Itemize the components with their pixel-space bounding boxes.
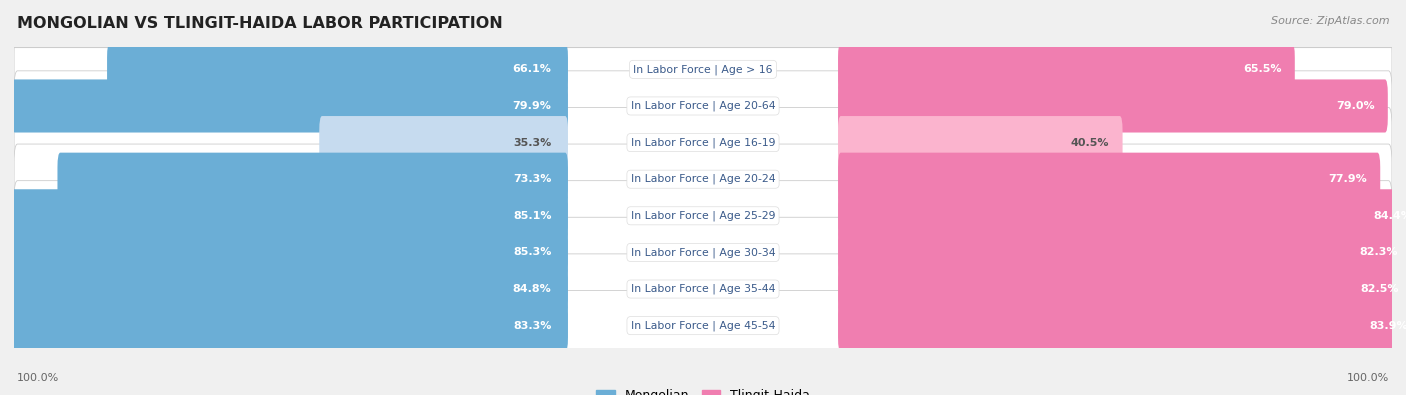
FancyBboxPatch shape: [14, 254, 1392, 324]
Text: 83.3%: 83.3%: [513, 321, 551, 331]
Text: In Labor Force | Age 25-29: In Labor Force | Age 25-29: [631, 211, 775, 221]
Text: In Labor Force | Age 30-34: In Labor Force | Age 30-34: [631, 247, 775, 258]
FancyBboxPatch shape: [0, 299, 568, 352]
Text: 85.1%: 85.1%: [513, 211, 551, 221]
Text: 79.9%: 79.9%: [513, 101, 551, 111]
Text: 84.8%: 84.8%: [513, 284, 551, 294]
FancyBboxPatch shape: [58, 152, 568, 206]
Text: In Labor Force | Age 20-64: In Labor Force | Age 20-64: [631, 101, 775, 111]
FancyBboxPatch shape: [838, 43, 1295, 96]
Text: 77.9%: 77.9%: [1329, 174, 1367, 184]
Text: 82.3%: 82.3%: [1360, 247, 1398, 258]
FancyBboxPatch shape: [838, 79, 1388, 132]
FancyBboxPatch shape: [14, 181, 1392, 251]
FancyBboxPatch shape: [14, 217, 1392, 288]
Text: 82.5%: 82.5%: [1361, 284, 1399, 294]
Text: 73.3%: 73.3%: [513, 174, 551, 184]
Text: 79.0%: 79.0%: [1336, 101, 1375, 111]
Text: In Labor Force | Age > 16: In Labor Force | Age > 16: [633, 64, 773, 75]
FancyBboxPatch shape: [0, 263, 568, 316]
Text: 100.0%: 100.0%: [17, 373, 59, 383]
Text: 84.4%: 84.4%: [1374, 211, 1406, 221]
FancyBboxPatch shape: [838, 226, 1406, 279]
Text: 100.0%: 100.0%: [1347, 373, 1389, 383]
FancyBboxPatch shape: [14, 144, 1392, 214]
FancyBboxPatch shape: [0, 226, 568, 279]
FancyBboxPatch shape: [13, 79, 568, 132]
FancyBboxPatch shape: [838, 189, 1406, 243]
FancyBboxPatch shape: [838, 152, 1381, 206]
FancyBboxPatch shape: [838, 299, 1406, 352]
FancyBboxPatch shape: [14, 71, 1392, 141]
Text: 66.1%: 66.1%: [513, 64, 551, 74]
Text: In Labor Force | Age 45-54: In Labor Force | Age 45-54: [631, 320, 775, 331]
Legend: Mongolian, Tlingit-Haida: Mongolian, Tlingit-Haida: [591, 384, 815, 395]
FancyBboxPatch shape: [0, 189, 568, 243]
Text: MONGOLIAN VS TLINGIT-HAIDA LABOR PARTICIPATION: MONGOLIAN VS TLINGIT-HAIDA LABOR PARTICI…: [17, 16, 502, 31]
FancyBboxPatch shape: [107, 43, 568, 96]
FancyBboxPatch shape: [14, 107, 1392, 178]
Text: 65.5%: 65.5%: [1243, 64, 1282, 74]
FancyBboxPatch shape: [319, 116, 568, 169]
Text: In Labor Force | Age 20-24: In Labor Force | Age 20-24: [631, 174, 775, 184]
Text: 40.5%: 40.5%: [1071, 137, 1109, 148]
FancyBboxPatch shape: [838, 116, 1122, 169]
FancyBboxPatch shape: [14, 34, 1392, 105]
FancyBboxPatch shape: [14, 290, 1392, 361]
Text: 85.3%: 85.3%: [513, 247, 551, 258]
Text: In Labor Force | Age 35-44: In Labor Force | Age 35-44: [631, 284, 775, 294]
FancyBboxPatch shape: [838, 263, 1406, 316]
Text: Source: ZipAtlas.com: Source: ZipAtlas.com: [1271, 16, 1389, 26]
Text: In Labor Force | Age 16-19: In Labor Force | Age 16-19: [631, 137, 775, 148]
Text: 35.3%: 35.3%: [513, 137, 551, 148]
Text: 83.9%: 83.9%: [1369, 321, 1406, 331]
